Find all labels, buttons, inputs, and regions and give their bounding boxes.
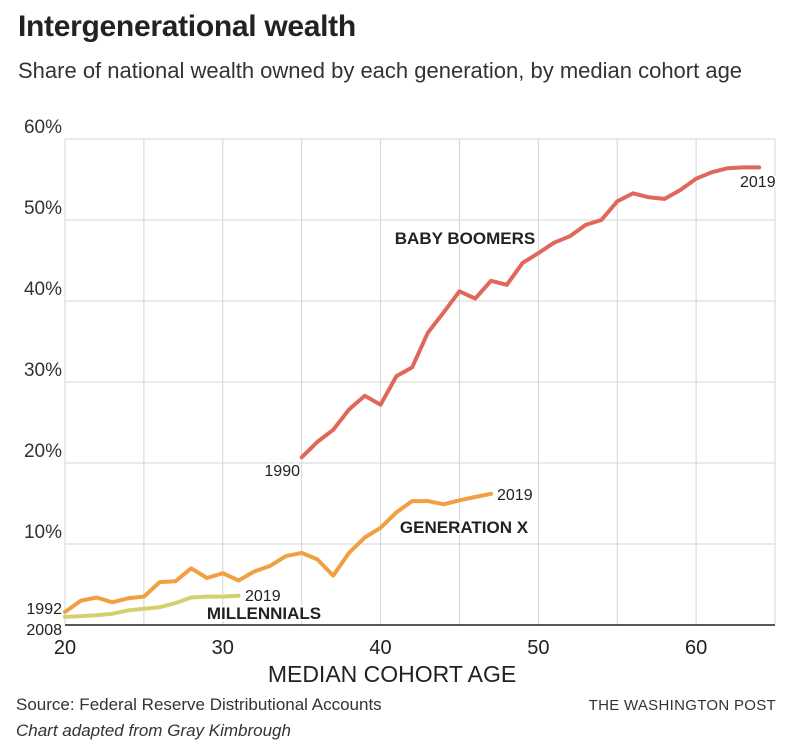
y-tick-label: 30% <box>24 360 62 381</box>
series-line-baby-boomers <box>299 165 762 460</box>
series-start-year-baby-boomers: 1990 <box>264 463 300 480</box>
y-tick-label: 40% <box>24 279 62 300</box>
x-tick-label: 40 <box>369 637 391 659</box>
series-label-millennials: MILLENNIALS <box>207 604 321 623</box>
x-tick-label: 60 <box>685 637 707 659</box>
y-tick-label: 20% <box>24 441 62 462</box>
x-axis-title: MEDIAN COHORT AGE <box>268 661 516 687</box>
publisher-brand: THE WASHINGTON POST <box>588 697 776 714</box>
y-tick-label: 50% <box>24 198 62 219</box>
y-tick-label: 60% <box>24 117 62 138</box>
label-layer: BABY BOOMERS 1990 2019 GENERATION X 1992 2019… <box>24 172 777 641</box>
credit-note: Chart adapted from Gray Kimbrough <box>16 721 291 740</box>
chart-title: Intergenerational wealth <box>18 10 356 43</box>
chart-subtitle: Share of national wealth owned by each g… <box>18 58 743 83</box>
series-start-year-millennials: 2008 <box>26 622 62 639</box>
series-line-millennials <box>63 593 241 619</box>
series-label-generation-x: GENERATION X <box>400 518 529 537</box>
series-start-year-generation-x: 1992 <box>26 601 62 618</box>
x-tick-label: 20 <box>54 637 76 659</box>
grid-layer <box>64 138 776 625</box>
x-tick-label: 30 <box>212 637 234 659</box>
series-end-year-millennials: 2019 <box>245 588 281 605</box>
series-line-generation-x <box>63 491 493 614</box>
source-note: Source: Federal Reserve Distributional A… <box>16 695 382 714</box>
series-end-year-baby-boomers: 2019 <box>740 174 776 191</box>
series-end-year-generation-x: 2019 <box>497 487 533 504</box>
series-layer <box>63 165 762 619</box>
x-tick-label: 50 <box>527 637 549 659</box>
y-tick-label: 10% <box>24 522 62 543</box>
series-label-baby-boomers: BABY BOOMERS <box>395 229 535 248</box>
axis-layer: 10% 20% 30% 40% 50% 60% 20 30 40 50 60 MEDIAN COHOR… <box>24 117 775 687</box>
